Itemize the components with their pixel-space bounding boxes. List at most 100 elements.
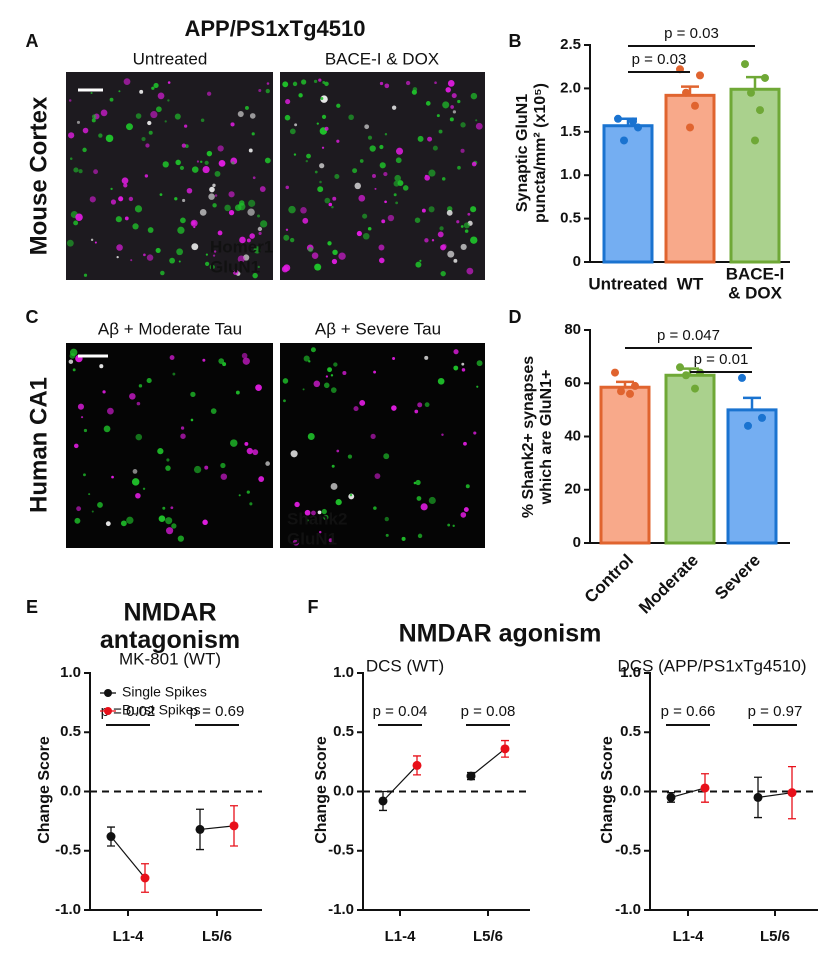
error-bar xyxy=(681,85,699,96)
fluorescence-spot xyxy=(99,364,104,369)
fluorescence-spot xyxy=(165,527,174,535)
fluorescence-spot xyxy=(432,145,438,151)
fluorescence-spot xyxy=(424,402,430,408)
fluorescence-spot xyxy=(381,219,386,224)
data-point xyxy=(756,106,764,115)
fluorescence-spot xyxy=(100,109,108,117)
fluorescence-spot xyxy=(157,92,165,100)
fluorescence-spot xyxy=(174,197,178,201)
fluorescence-spot xyxy=(91,510,94,513)
x-tick-label: BACE-I & DOX xyxy=(726,265,785,303)
fluorescence-spot xyxy=(172,372,176,376)
fluorescence-spot xyxy=(349,493,353,497)
fluorescence-spot xyxy=(135,492,141,499)
fluorescence-spot xyxy=(190,418,194,422)
fluorescence-spot xyxy=(242,357,250,365)
fluorescence-spot xyxy=(384,516,389,522)
data-point xyxy=(751,136,759,145)
image-caption: Untreated xyxy=(133,49,208,68)
fluorescence-spot xyxy=(235,390,240,395)
chart-subtitle: MK-801 (WT) xyxy=(119,649,221,668)
fluorescence-spot xyxy=(304,509,311,516)
fluorescence-spot xyxy=(470,236,478,244)
fluorescence-spot xyxy=(191,243,199,251)
fluorescence-spot xyxy=(248,199,256,207)
fluorescence-spot xyxy=(311,252,319,259)
panel-letter: A xyxy=(26,31,39,51)
fluorescence-spot xyxy=(358,194,366,202)
connector xyxy=(670,787,706,799)
fluorescence-spot xyxy=(369,145,376,152)
fluorescence-spot xyxy=(206,150,213,157)
fluorescence-spot xyxy=(464,229,469,233)
fluorescence-spot xyxy=(69,157,73,160)
data-point xyxy=(696,71,704,80)
side-label: Mouse Cortex xyxy=(25,96,52,255)
fluorescence-spot xyxy=(447,523,451,527)
fluorescence-spot xyxy=(165,517,173,525)
fluorescence-spot xyxy=(110,187,113,191)
fluorescence-spot xyxy=(283,234,290,241)
fluorescence-spot xyxy=(379,144,384,150)
fluorescence-spot xyxy=(217,145,224,152)
legend-marker xyxy=(104,689,112,697)
y-tick-label: 0.5 xyxy=(60,723,81,740)
fluorescence-spot xyxy=(228,191,235,198)
fluorescence-spot xyxy=(463,441,467,446)
fluorescence-spot xyxy=(132,469,138,474)
fluorescence-spot xyxy=(93,169,99,175)
connector xyxy=(110,836,146,879)
fluorescence-spot xyxy=(258,89,262,93)
fluorescence-spot xyxy=(294,123,298,127)
fluorescence-spot xyxy=(107,407,114,415)
data-point xyxy=(744,421,752,430)
fluorescence-spot xyxy=(150,111,158,119)
fluorescence-spot xyxy=(176,248,184,256)
fluorescence-spot xyxy=(156,106,162,113)
error-bar xyxy=(616,380,634,388)
fluorescence-spot xyxy=(338,252,346,260)
fluorescence-spot xyxy=(139,89,144,94)
fluorescence-spot xyxy=(378,257,385,264)
fluorescence-spot xyxy=(324,126,329,131)
data-point xyxy=(691,384,699,393)
fluorescence-spot xyxy=(460,225,464,228)
fluorescence-spot xyxy=(428,169,436,177)
micrograph xyxy=(66,343,273,548)
fluorescence-spot xyxy=(354,182,361,190)
fluorescence-spot xyxy=(90,91,93,94)
x-tick-label: L5/6 xyxy=(473,928,503,945)
fluorescence-spot xyxy=(131,478,140,486)
fluorescence-spot xyxy=(457,99,461,104)
p-value: p = 0.03 xyxy=(664,25,719,42)
fluorescence-spot xyxy=(384,133,388,136)
fluorescence-spot xyxy=(328,202,333,207)
fluorescence-spot xyxy=(130,259,133,262)
fluorescence-spot xyxy=(72,368,76,372)
error-bar xyxy=(746,75,764,90)
stain-label: Homer1 xyxy=(210,237,273,256)
fluorescence-spot xyxy=(416,496,422,501)
x-tick-label: Severe xyxy=(711,551,764,604)
fluorescence-spot xyxy=(162,161,169,168)
fluorescence-spot xyxy=(434,81,437,84)
data-point xyxy=(500,744,510,754)
fluorescence-spot xyxy=(132,223,139,230)
fluorescence-spot xyxy=(362,232,370,240)
fluorescence-spot xyxy=(98,133,103,138)
fluorescence-spot xyxy=(439,226,444,231)
fluorescence-spot xyxy=(78,169,83,174)
fluorescence-spot xyxy=(373,370,377,374)
fluorescence-spot xyxy=(463,507,469,512)
fluorescence-spot xyxy=(68,359,74,364)
image-caption: Aβ + Severe Tau xyxy=(315,319,441,338)
fluorescence-spot xyxy=(210,408,217,414)
fluorescence-spot xyxy=(372,173,376,178)
fluorescence-spot xyxy=(417,402,423,408)
p-value: p = 0.01 xyxy=(694,351,749,368)
fluorescence-spot xyxy=(311,510,316,516)
fluorescence-spot xyxy=(331,464,335,468)
fluorescence-spot xyxy=(258,231,262,235)
fluorescence-spot xyxy=(395,147,404,155)
fluorescence-spot xyxy=(184,124,188,128)
